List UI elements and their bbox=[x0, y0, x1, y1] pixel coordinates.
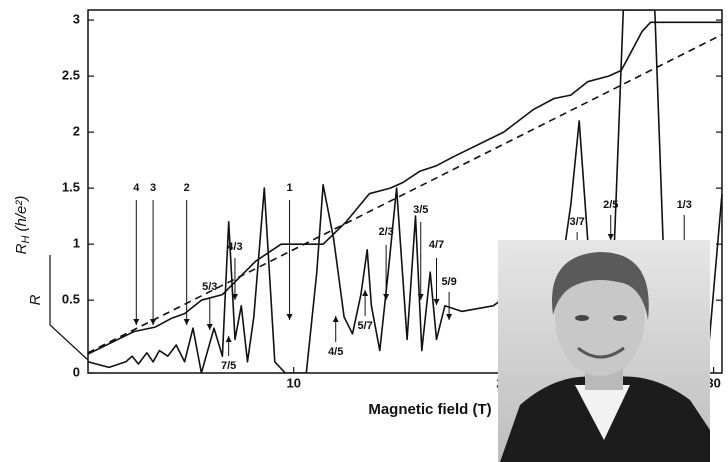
arrow-head bbox=[433, 299, 439, 305]
eye bbox=[613, 315, 627, 321]
y-tick-label: 2.5 bbox=[62, 68, 80, 83]
arrow-head bbox=[287, 314, 293, 320]
chart: Magnetic field (T) RH(h/e²) R 1020300.51… bbox=[0, 0, 728, 462]
x-axis-label: Magnetic field (T) bbox=[368, 401, 491, 418]
arrow-head bbox=[226, 336, 232, 342]
annotation-label: 2/3 bbox=[378, 226, 393, 238]
y-tick-label: 1.5 bbox=[62, 180, 80, 195]
annotation-label: 1/3 bbox=[677, 199, 692, 211]
arrow-head bbox=[446, 314, 452, 320]
y-axis-label: RH (h/e²) bbox=[13, 196, 32, 255]
y-label-subscript: H bbox=[20, 235, 32, 243]
arrow-head bbox=[362, 290, 368, 296]
y-label-unit: (h/e²) bbox=[13, 196, 30, 232]
annotation-label: 2/5 bbox=[603, 199, 618, 211]
annotation-label: 5/3 bbox=[202, 281, 217, 293]
y-tick-label: 1 bbox=[73, 236, 80, 251]
portrait-photo bbox=[498, 240, 710, 462]
arrow-head bbox=[383, 294, 389, 300]
x-tick-label: 10 bbox=[287, 375, 301, 390]
y-tick-label: 2 bbox=[73, 124, 80, 139]
annotation-label: 4/5 bbox=[328, 346, 343, 358]
annotation-label: 4/7 bbox=[429, 239, 444, 251]
arrow-head bbox=[133, 319, 139, 325]
axis-bracket bbox=[50, 255, 88, 360]
arrow-head bbox=[608, 234, 614, 240]
annotation-label: 3/5 bbox=[413, 204, 428, 216]
page: Magnetic field (T) RH(h/e²) R 1020300.51… bbox=[0, 0, 728, 462]
y-tick-label: 0.5 bbox=[62, 292, 80, 307]
annotation-label: 4/3 bbox=[227, 241, 242, 253]
y-tick-label: 3 bbox=[73, 12, 80, 27]
y2-tick-label: 0 bbox=[73, 364, 80, 379]
annotation-label: 4 bbox=[133, 182, 140, 194]
annotation-label: 2 bbox=[184, 182, 190, 194]
annotation-label: 1 bbox=[286, 182, 292, 194]
y-label-symbol: R bbox=[13, 243, 30, 254]
arrow-head bbox=[150, 319, 156, 325]
annotation-label: 3 bbox=[150, 182, 156, 194]
arrow-head bbox=[207, 324, 213, 330]
annotation-label: 3/7 bbox=[569, 216, 584, 228]
annotation-label: 5/7 bbox=[357, 320, 372, 332]
annotation-label: 5/9 bbox=[441, 276, 456, 288]
eye bbox=[575, 315, 589, 321]
arrow-head bbox=[184, 319, 190, 325]
arrow-head bbox=[333, 316, 339, 322]
y2-axis-label: R bbox=[27, 294, 44, 305]
annotation-label: 7/5 bbox=[221, 360, 236, 372]
